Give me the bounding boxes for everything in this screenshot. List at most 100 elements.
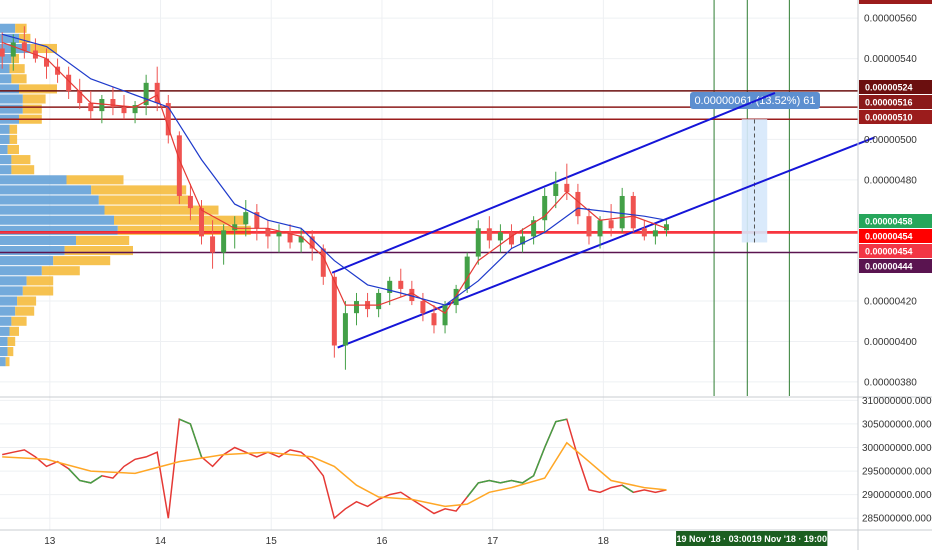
volume-bar-up: [0, 276, 27, 286]
volume-bar-up: [0, 286, 23, 296]
candle-body: [88, 103, 94, 112]
candle-body: [586, 216, 592, 237]
volume-bar-up: [0, 195, 99, 205]
candle-body: [597, 220, 603, 237]
volume-bar-down: [7, 144, 19, 155]
last-price-tag: [859, 214, 932, 228]
volume-bar-up: [0, 165, 12, 175]
volume-bar-up: [0, 256, 54, 266]
candles: [0, 26, 669, 370]
volume-bar-up: [0, 74, 12, 84]
volume-bar-down: [30, 43, 57, 54]
candle-body: [121, 107, 127, 114]
candle-body: [353, 301, 359, 314]
volume-bar-up: [0, 357, 6, 367]
time-tick-label: 18: [598, 536, 610, 547]
indicator-tick-label: 285000000.0000: [862, 514, 932, 525]
volume-bar-down: [15, 306, 35, 316]
candle-body: [187, 195, 193, 209]
volume-bar-down: [9, 134, 18, 144]
price-tick-label: 0.00000480: [864, 175, 917, 186]
candle-body: [320, 248, 326, 277]
price-tag-label: 0.00000524: [865, 83, 913, 93]
moving-average-slow: [2, 33, 667, 306]
volume-bar-up: [0, 215, 114, 225]
volume-bar-down: [5, 357, 10, 367]
candle-body: [376, 292, 382, 310]
candle-body: [475, 228, 481, 257]
candle-body: [176, 135, 182, 196]
moving-averages: [1, 33, 667, 315]
candle-body: [497, 232, 503, 241]
candle-body: [641, 228, 647, 237]
volume-bar-up: [0, 245, 65, 256]
candle-body: [43, 58, 49, 67]
volume-bar-up: [0, 205, 105, 215]
candle-body: [99, 99, 105, 112]
indicator-line-rising: [466, 418, 567, 498]
trend-channel[interactable]: [331, 92, 875, 349]
volume-bar-down: [64, 245, 133, 256]
time-tag-label: 19 Nov '18 · 03:00: [676, 534, 751, 544]
volume-bar-up: [0, 235, 76, 245]
candle-body: [564, 183, 570, 192]
moving-average-fast: [1, 41, 667, 315]
volume-bar-down: [11, 74, 27, 84]
candle-body: [298, 236, 304, 243]
volume-bar-down: [11, 316, 27, 326]
price-tag-label: 0.00000454: [865, 232, 913, 242]
candle-body: [66, 74, 72, 91]
volume-bar-down: [22, 104, 42, 114]
volume-bar-down: [22, 94, 46, 104]
candle-body: [10, 42, 16, 57]
volume-bar-down: [15, 23, 27, 33]
volume-bar-down: [9, 124, 18, 134]
candle-body: [154, 82, 160, 104]
candle-body: [198, 208, 204, 237]
price-tag: [859, 259, 932, 273]
time-tick-label: 17: [487, 536, 499, 547]
volume-bar-down: [9, 64, 25, 74]
price-tick-label: 0.00000420: [864, 297, 917, 308]
volume-bar-up: [0, 326, 10, 336]
price-tag-label: 0.00000510: [865, 113, 913, 123]
candle-body: [431, 313, 437, 326]
candle-body: [663, 224, 669, 231]
time-tag-box: [751, 531, 828, 546]
candle-body: [542, 195, 548, 221]
price-tags: 0.00000524 0.00000516 0.00000510 0.00000454…: [859, 0, 932, 273]
indicator-tick-label: 300000000.0000: [862, 443, 932, 454]
price-tag: [859, 244, 932, 258]
volume-bar-down: [53, 256, 111, 266]
candle-body: [232, 224, 238, 231]
candle-body: [553, 183, 559, 196]
price-tick-label: 0.00000380: [864, 377, 917, 388]
candle-body: [398, 280, 404, 289]
time-tick-label: 16: [376, 536, 388, 547]
candle-body: [409, 288, 415, 302]
candle-body: [21, 42, 27, 51]
indicator-lines: [0, 396, 932, 520]
volume-bar-down: [9, 326, 19, 336]
volume-bar-up: [0, 23, 16, 33]
candle-body: [420, 301, 426, 314]
volume-bar-down: [117, 225, 251, 235]
last-price-tag-label: 0.00000458: [865, 217, 913, 227]
price-tick-label: 0.00000560: [864, 14, 917, 25]
candle-body: [486, 228, 492, 241]
volume-bar-up: [0, 336, 8, 346]
volume-bar-up: [0, 347, 8, 357]
volume-bar-up: [0, 134, 10, 144]
candle-body: [309, 236, 315, 249]
volume-bar-down: [98, 195, 190, 205]
indicator-signal-line: [2, 441, 667, 508]
volume-bar-down: [17, 296, 37, 306]
volume-bar-up: [0, 266, 42, 276]
time-tick-label: 14: [155, 536, 167, 547]
price-tag-top: [859, 0, 932, 4]
volume-bar-up: [0, 316, 12, 326]
volume-bar-down: [22, 286, 54, 296]
candle-body: [287, 232, 293, 243]
